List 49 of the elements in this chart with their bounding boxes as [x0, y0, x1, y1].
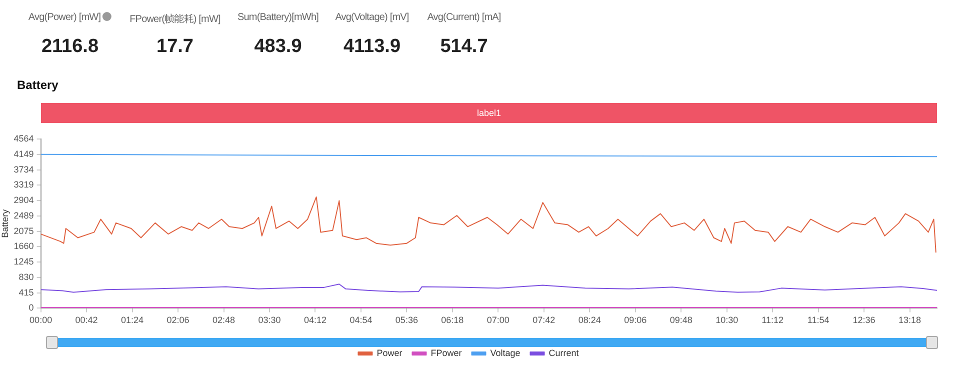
legend-label: Voltage — [490, 348, 520, 358]
chart-title: Battery — [17, 78, 58, 92]
legend-label: FPower — [430, 348, 462, 358]
y-tick-label: 4149 — [14, 148, 34, 159]
x-tick-label: 13:18 — [898, 315, 922, 326]
y-tick-label: 830 — [18, 272, 34, 282]
text: Avg(Voltage) [mV] — [335, 12, 409, 23]
y-tick-label: 3319 — [14, 180, 34, 190]
text: 4113.9 — [342, 36, 402, 58]
x-tick-label: 00:00 — [30, 315, 52, 326]
y-tick-label: 3734 — [14, 164, 34, 174]
legend-label: Power — [376, 348, 402, 358]
legend-label: Current — [548, 348, 580, 358]
text: Avg(Current) [mA] — [427, 12, 501, 23]
x-tick-label: 10:30 — [716, 315, 738, 326]
x-tick-label: 09:48 — [670, 315, 692, 326]
x-tick-label: 07:00 — [486, 315, 510, 326]
x-tick-label: 11:12 — [762, 315, 784, 326]
text: 514.7 — [439, 36, 489, 58]
x-tick-label: 12:36 — [852, 315, 876, 326]
x-tick-label: 06:18 — [441, 315, 464, 326]
y-tick-label: 2489 — [14, 210, 34, 220]
x-tick-label: 08:24 — [578, 315, 601, 326]
x-tick-label: 05:36 — [395, 315, 418, 326]
x-tick-label: 00:42 — [75, 315, 98, 326]
text: 2116.8 — [40, 36, 100, 58]
x-tick-label: 02:48 — [212, 315, 236, 326]
x-tick-label: 11:54 — [807, 315, 830, 326]
y-tick-label: 0 — [28, 302, 34, 313]
y-tick-label: 415 — [18, 287, 34, 298]
x-tick-label: 04:12 — [304, 315, 326, 326]
y-tick-label: 2075 — [14, 226, 34, 236]
x-tick-label: 02:06 — [166, 315, 190, 326]
x-tick-label: 04:54 — [350, 315, 372, 326]
x-tick-label: 07:42 — [532, 315, 556, 326]
y-tick-label: 1660 — [14, 241, 34, 252]
y-tick-label: 1245 — [14, 256, 34, 267]
x-tick-label: 09:06 — [624, 315, 647, 326]
y-tick-label: 4564 — [14, 133, 34, 144]
y-tick-label: 2904 — [14, 195, 34, 206]
text: FPower(帧能耗) [mW] — [130, 14, 220, 25]
x-tick-label: 03:30 — [258, 315, 281, 326]
label-strip: label1 — [41, 103, 937, 123]
text: Sum(Battery)[mWh] — [238, 12, 318, 23]
text: 17.7 — [156, 36, 194, 58]
text: Avg(Power) [mW] — [28, 12, 101, 23]
text: 483.9 — [253, 36, 303, 58]
y-axis-title: Battery — [0, 208, 10, 238]
x-tick-label: 01:24 — [121, 315, 144, 326]
